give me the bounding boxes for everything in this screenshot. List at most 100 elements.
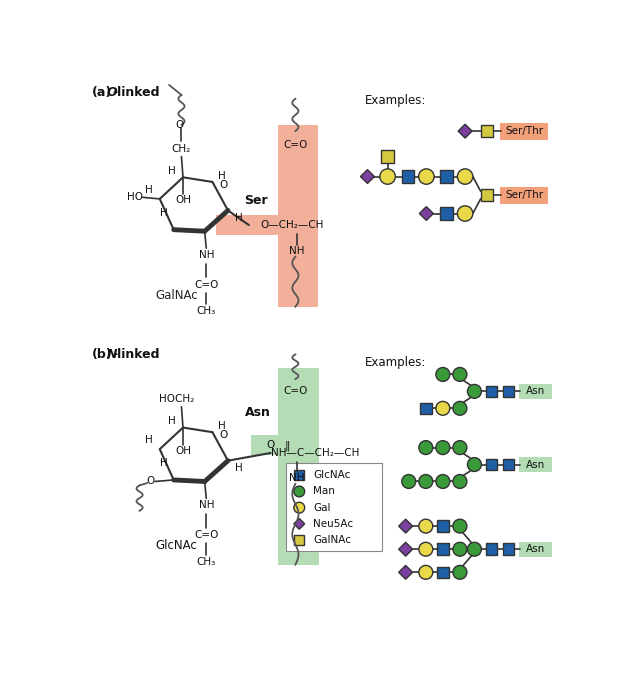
Text: -linked: -linked bbox=[112, 86, 160, 99]
Text: ‖: ‖ bbox=[285, 440, 290, 451]
Polygon shape bbox=[503, 385, 514, 397]
Polygon shape bbox=[440, 207, 453, 220]
Text: O: O bbox=[146, 477, 155, 486]
Polygon shape bbox=[503, 544, 514, 555]
Circle shape bbox=[436, 402, 450, 415]
Polygon shape bbox=[481, 125, 493, 137]
Text: NH: NH bbox=[199, 501, 214, 510]
Text: H: H bbox=[218, 421, 226, 431]
Polygon shape bbox=[440, 170, 453, 183]
Text: Asn: Asn bbox=[526, 387, 545, 396]
Text: C=O: C=O bbox=[283, 387, 308, 396]
Polygon shape bbox=[420, 402, 431, 414]
Polygon shape bbox=[361, 170, 374, 183]
Text: H: H bbox=[168, 166, 176, 176]
Text: O—CH₂—CH: O—CH₂—CH bbox=[260, 220, 324, 230]
Text: Asn: Asn bbox=[526, 460, 545, 469]
Text: H: H bbox=[160, 208, 167, 218]
Polygon shape bbox=[486, 459, 497, 471]
Text: O: O bbox=[266, 441, 275, 450]
Circle shape bbox=[453, 441, 467, 454]
FancyBboxPatch shape bbox=[500, 187, 548, 203]
Circle shape bbox=[436, 475, 450, 488]
Text: CH₂: CH₂ bbox=[172, 144, 191, 154]
Text: Examples:: Examples: bbox=[365, 355, 426, 368]
Text: CH₃: CH₃ bbox=[197, 306, 216, 316]
Circle shape bbox=[436, 441, 450, 454]
Circle shape bbox=[467, 385, 482, 398]
Text: H: H bbox=[218, 170, 226, 181]
Circle shape bbox=[467, 542, 482, 556]
Text: NH: NH bbox=[289, 246, 305, 256]
Circle shape bbox=[419, 519, 433, 533]
Polygon shape bbox=[399, 542, 413, 556]
FancyBboxPatch shape bbox=[286, 463, 382, 551]
FancyBboxPatch shape bbox=[278, 368, 319, 565]
Polygon shape bbox=[503, 459, 514, 471]
Circle shape bbox=[419, 565, 433, 579]
Text: GlcNAc: GlcNAc bbox=[314, 471, 350, 480]
Polygon shape bbox=[294, 518, 305, 529]
Text: (a): (a) bbox=[92, 86, 113, 99]
FancyBboxPatch shape bbox=[519, 384, 552, 399]
Text: C=O: C=O bbox=[283, 140, 308, 150]
Text: GalNAc: GalNAc bbox=[314, 535, 351, 545]
Text: Gal: Gal bbox=[314, 503, 330, 513]
Polygon shape bbox=[481, 189, 493, 201]
Text: Asn: Asn bbox=[526, 544, 545, 554]
Text: O: O bbox=[219, 430, 228, 441]
FancyBboxPatch shape bbox=[251, 435, 281, 456]
Text: Neu5Ac: Neu5Ac bbox=[314, 519, 354, 529]
Polygon shape bbox=[294, 471, 304, 480]
Circle shape bbox=[436, 368, 450, 381]
Text: NH: NH bbox=[289, 473, 305, 483]
Polygon shape bbox=[419, 207, 433, 220]
Text: HO: HO bbox=[127, 192, 143, 203]
Text: Ser: Ser bbox=[244, 194, 268, 207]
Text: Ser/Thr: Ser/Thr bbox=[505, 126, 543, 136]
Text: GlcNAc: GlcNAc bbox=[156, 539, 198, 552]
Text: NH: NH bbox=[199, 250, 214, 260]
Text: O: O bbox=[219, 180, 228, 190]
Circle shape bbox=[294, 502, 305, 513]
Circle shape bbox=[467, 458, 482, 471]
Text: Examples:: Examples: bbox=[365, 94, 426, 107]
Circle shape bbox=[419, 542, 433, 556]
Circle shape bbox=[457, 206, 473, 221]
Text: NH—C—CH₂—CH: NH—C—CH₂—CH bbox=[271, 448, 359, 458]
Text: N: N bbox=[106, 348, 117, 361]
Polygon shape bbox=[399, 565, 413, 579]
FancyBboxPatch shape bbox=[519, 457, 552, 472]
FancyBboxPatch shape bbox=[519, 542, 552, 557]
Text: Man: Man bbox=[314, 486, 335, 496]
Polygon shape bbox=[437, 567, 449, 578]
Circle shape bbox=[453, 368, 467, 381]
Circle shape bbox=[457, 169, 473, 184]
Text: H: H bbox=[235, 463, 243, 473]
Polygon shape bbox=[401, 170, 414, 183]
Text: -linked: -linked bbox=[112, 348, 160, 361]
Text: Asn: Asn bbox=[245, 406, 271, 419]
Circle shape bbox=[419, 169, 434, 184]
Text: H: H bbox=[145, 185, 153, 194]
Circle shape bbox=[419, 441, 433, 454]
Text: H: H bbox=[160, 458, 167, 468]
FancyBboxPatch shape bbox=[500, 123, 548, 140]
Circle shape bbox=[453, 402, 467, 415]
Text: OH: OH bbox=[175, 445, 191, 456]
Polygon shape bbox=[294, 535, 304, 545]
Text: GalNAc: GalNAc bbox=[156, 288, 199, 301]
Text: O: O bbox=[176, 119, 184, 130]
Text: H: H bbox=[168, 417, 176, 426]
Circle shape bbox=[453, 519, 467, 533]
Polygon shape bbox=[486, 544, 497, 555]
Circle shape bbox=[453, 475, 467, 488]
Circle shape bbox=[419, 475, 433, 488]
Circle shape bbox=[294, 486, 305, 497]
Text: OH: OH bbox=[175, 196, 191, 205]
Text: CH₃: CH₃ bbox=[197, 557, 216, 567]
Circle shape bbox=[380, 169, 396, 184]
Polygon shape bbox=[437, 544, 449, 555]
Text: Ser/Thr: Ser/Thr bbox=[505, 190, 543, 200]
Polygon shape bbox=[486, 385, 497, 397]
